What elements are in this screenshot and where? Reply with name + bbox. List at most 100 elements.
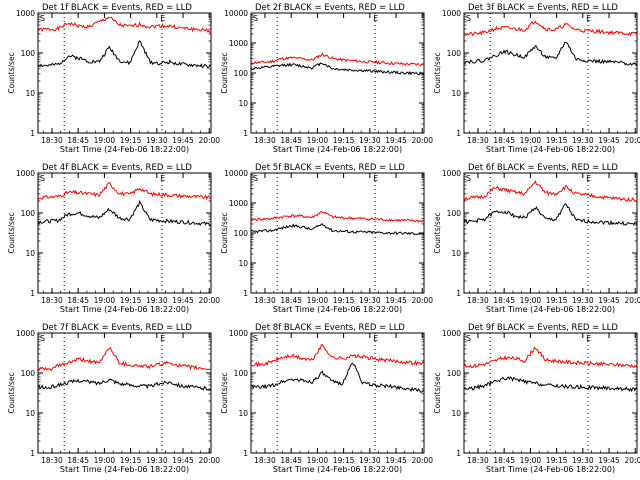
x-tick-label: 19:00	[307, 136, 329, 145]
x-tick-label: 19:00	[520, 296, 542, 305]
start-marker: S	[253, 334, 258, 343]
y-tick-label: 10	[238, 259, 248, 268]
x-tick-label: 19:30	[146, 456, 168, 465]
x-tick-label: 19:00	[307, 296, 329, 305]
plot-frame	[463, 172, 638, 294]
x-axis-label: Start Time (24-Feb-06 18:22:00)	[486, 465, 615, 474]
x-tick-label: 20:00	[624, 136, 640, 145]
y-tick-label: 1000	[229, 199, 248, 208]
x-tick-label: 20:00	[411, 136, 433, 145]
x-tick-label: 20:00	[411, 456, 433, 465]
y-tick-label: 1	[243, 129, 248, 138]
x-tick-label: 19:00	[520, 456, 542, 465]
x-tick-label: 19:15	[333, 456, 355, 465]
y-tick-label: 1	[456, 129, 461, 138]
x-tick-label: 18:45	[67, 456, 89, 465]
x-axis-label: Start Time (24-Feb-06 18:22:00)	[273, 465, 402, 474]
y-tick-label: 1000	[16, 9, 35, 18]
x-tick-label: 20:00	[198, 456, 220, 465]
end-marker: E	[160, 174, 165, 183]
x-tick-label: 19:30	[359, 456, 381, 465]
plot-frame	[37, 172, 212, 294]
lld-rate-line	[463, 180, 638, 203]
start-marker: S	[40, 14, 45, 23]
x-tick-label: 19:30	[359, 136, 381, 145]
x-tick-label: 19:30	[146, 296, 168, 305]
y-tick-label: 1000	[229, 39, 248, 48]
y-axis-label: Counts/sec	[433, 372, 442, 413]
plot-frame	[463, 332, 638, 454]
x-tick-label: 18:45	[280, 456, 302, 465]
y-tick-label: 100	[447, 49, 462, 58]
x-tick-label: 19:00	[520, 136, 542, 145]
panel-title: Det 8f BLACK = Events, RED = LLD	[255, 323, 405, 333]
x-axis-label: Start Time (24-Feb-06 18:22:00)	[273, 305, 402, 314]
y-tick-label: 1000	[16, 329, 35, 338]
x-axis-label: Start Time (24-Feb-06 18:22:00)	[273, 145, 402, 154]
x-tick-label: 19:45	[598, 136, 620, 145]
events-rate-line	[463, 41, 638, 67]
x-tick-label: 18:45	[493, 456, 515, 465]
x-tick-label: 18:45	[493, 136, 515, 145]
y-tick-label: 100	[234, 369, 249, 378]
x-tick-label: 18:30	[467, 296, 489, 305]
events-rate-line	[37, 40, 212, 69]
lld-rate-line	[250, 344, 425, 368]
x-tick-label: 18:30	[254, 136, 276, 145]
y-tick-label: 1000	[442, 169, 461, 178]
y-tick-label: 100	[447, 369, 462, 378]
y-tick-label: 10	[25, 249, 35, 258]
x-tick-label: 19:30	[572, 456, 594, 465]
x-tick-label: 19:45	[172, 136, 194, 145]
y-tick-label: 1	[30, 129, 35, 138]
lld-rate-line	[463, 20, 638, 37]
events-rate-line	[37, 378, 212, 391]
plot-frame	[37, 12, 212, 134]
y-tick-label: 100	[21, 49, 36, 58]
x-tick-label: 18:30	[41, 296, 63, 305]
y-tick-label: 1000	[16, 169, 35, 178]
y-tick-label: 10	[238, 99, 248, 108]
x-tick-label: 19:45	[385, 136, 407, 145]
x-tick-label: 18:45	[67, 136, 89, 145]
y-tick-label: 10	[25, 89, 35, 98]
x-tick-label: 19:30	[572, 296, 594, 305]
panel-title: Det 9f BLACK = Events, RED = LLD	[468, 323, 618, 333]
y-tick-label: 100	[234, 69, 249, 78]
end-marker: E	[586, 14, 591, 23]
plot-frame	[463, 12, 638, 134]
x-tick-label: 18:30	[41, 136, 63, 145]
x-tick-label: 19:00	[94, 296, 116, 305]
y-tick-label: 10	[451, 249, 461, 258]
x-tick-label: 18:45	[280, 136, 302, 145]
x-tick-label: 18:45	[67, 296, 89, 305]
end-marker: E	[586, 334, 591, 343]
y-tick-label: 10000	[224, 9, 248, 18]
y-tick-label: 1000	[229, 329, 248, 338]
panel-title: Det 7f BLACK = Events, RED = LLD	[42, 323, 192, 333]
x-axis-label: Start Time (24-Feb-06 18:22:00)	[60, 305, 189, 314]
start-marker: S	[253, 14, 258, 23]
x-tick-label: 19:45	[385, 296, 407, 305]
x-tick-label: 19:45	[598, 456, 620, 465]
y-tick-label: 1	[30, 289, 35, 298]
y-axis-label: Counts/sec	[220, 372, 229, 413]
x-tick-label: 19:30	[572, 136, 594, 145]
y-axis-label: Counts/sec	[7, 212, 16, 253]
x-tick-label: 18:30	[254, 456, 276, 465]
x-tick-label: 20:00	[198, 136, 220, 145]
panel-title: Det 6f BLACK = Events, RED = LLD	[468, 163, 618, 173]
y-tick-label: 10000	[224, 169, 248, 178]
x-tick-label: 19:00	[307, 456, 329, 465]
y-tick-label: 1000	[442, 9, 461, 18]
y-tick-label: 1	[30, 449, 35, 458]
end-marker: E	[373, 174, 378, 183]
x-axis-label: Start Time (24-Feb-06 18:22:00)	[486, 305, 615, 314]
x-tick-label: 19:30	[146, 136, 168, 145]
y-axis-label: Counts/sec	[220, 52, 229, 93]
lld-rate-line	[37, 181, 212, 201]
events-rate-line	[250, 62, 425, 76]
x-tick-label: 19:45	[172, 456, 194, 465]
